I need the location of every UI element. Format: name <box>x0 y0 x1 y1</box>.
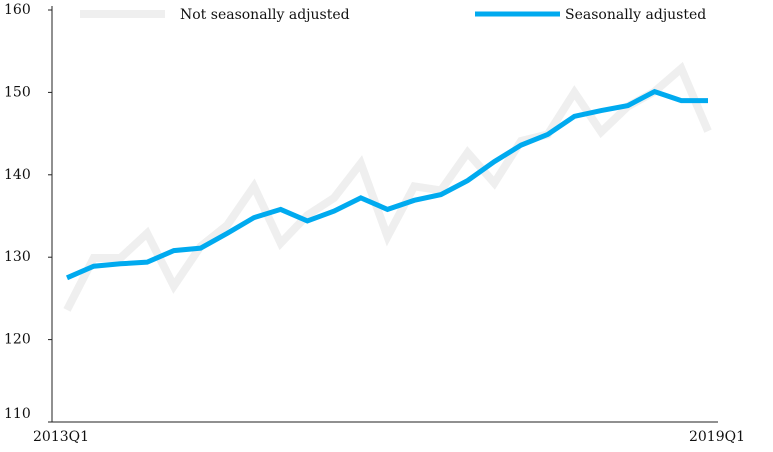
series-line <box>63 61 712 312</box>
x-tick-label: 2013Q1 <box>33 429 89 445</box>
y-tick-label: 130 <box>4 249 31 265</box>
y-tick-label: 150 <box>4 84 31 100</box>
x-tick-label: 2019Q1 <box>689 429 745 445</box>
y-tick-label: 140 <box>4 167 31 183</box>
y-tick-label: 160 <box>4 2 31 18</box>
y-tick-label: 110 <box>4 406 31 422</box>
legend-label: Seasonally adjusted <box>565 7 706 23</box>
series-line <box>66 88 708 281</box>
legend-label: Not seasonally adjusted <box>180 7 350 23</box>
y-tick-label: 120 <box>4 332 31 348</box>
